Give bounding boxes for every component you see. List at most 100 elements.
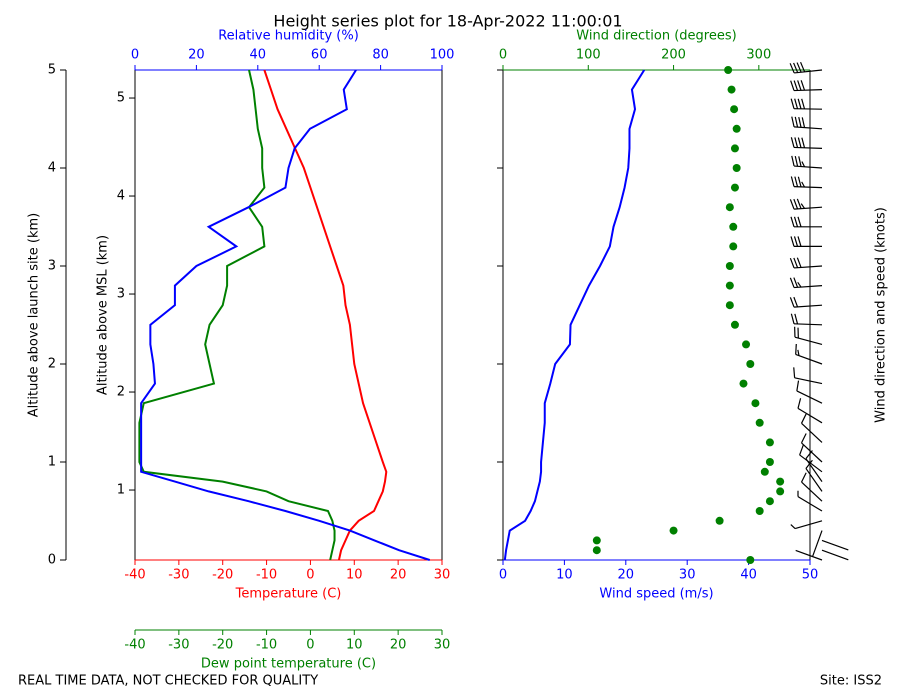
y2-axis-label: Altitude above MSL (km) bbox=[96, 235, 111, 395]
barb-feather bbox=[797, 236, 802, 247]
wind-barb bbox=[790, 236, 822, 247]
barb-feather bbox=[790, 236, 795, 247]
barb-feather bbox=[796, 257, 802, 268]
barb-staff bbox=[794, 304, 823, 308]
y-tick-label: 1 bbox=[48, 455, 56, 470]
barb-feather bbox=[793, 257, 799, 268]
barb-feather bbox=[793, 216, 799, 227]
barb-feather bbox=[797, 137, 802, 148]
barb-feather bbox=[794, 176, 799, 187]
x-tick-label: 300 bbox=[746, 48, 771, 63]
barb-staff bbox=[794, 126, 823, 130]
barb-feather bbox=[789, 63, 795, 74]
barb-feather bbox=[800, 61, 806, 73]
x-tick-label: -10 bbox=[256, 568, 277, 583]
barb-feather bbox=[797, 176, 802, 188]
barb-feather bbox=[798, 117, 802, 128]
barb-feather bbox=[800, 413, 807, 424]
barb-staff bbox=[811, 530, 823, 558]
barb-feather bbox=[793, 236, 799, 247]
x-tick-label: 100 bbox=[430, 48, 455, 63]
barb-feather bbox=[793, 367, 796, 378]
wind-barb bbox=[789, 61, 823, 74]
barb-staff bbox=[794, 206, 823, 210]
x-tick-label: 30 bbox=[434, 568, 451, 583]
wind-barb bbox=[791, 116, 823, 130]
barb-feather bbox=[794, 313, 799, 325]
wind-barb bbox=[797, 398, 823, 424]
wind-barb bbox=[790, 216, 822, 228]
barb-feather bbox=[789, 277, 795, 288]
x-tick-label: 0 bbox=[306, 568, 314, 583]
y-tick-label: 4 bbox=[48, 161, 56, 176]
profile-line bbox=[503, 69, 646, 561]
barb-staff bbox=[794, 265, 823, 269]
barb-feather bbox=[789, 199, 795, 210]
barb-feather bbox=[800, 433, 807, 444]
direction-marker bbox=[592, 546, 601, 555]
wind-barb bbox=[790, 80, 823, 92]
barb-staff bbox=[797, 496, 823, 512]
wind-barb bbox=[790, 520, 823, 530]
barb-axis-label: Wind direction and speed (knots) bbox=[874, 207, 889, 423]
barb-feather bbox=[796, 198, 802, 209]
direction-marker bbox=[765, 458, 774, 466]
barb-feather bbox=[797, 80, 802, 91]
x-tick-label: 0 bbox=[131, 48, 139, 63]
wind-barb bbox=[795, 343, 823, 365]
x-tick-label: 10 bbox=[346, 638, 363, 653]
y-tick-label: 2 bbox=[48, 357, 56, 372]
barb-staff bbox=[794, 520, 823, 530]
x-tick-label: 30 bbox=[434, 638, 451, 653]
barb-feather bbox=[800, 203, 806, 209]
direction-marker bbox=[739, 379, 748, 388]
barb-staff bbox=[801, 442, 823, 463]
barb-feather bbox=[790, 98, 795, 109]
barb-feather bbox=[791, 116, 795, 127]
barb-staff bbox=[794, 377, 823, 385]
direction-marker bbox=[732, 164, 741, 172]
wind-barb bbox=[800, 413, 823, 443]
x-tick-label: -20 bbox=[212, 638, 233, 653]
direction-marker bbox=[730, 320, 739, 329]
barb-feather bbox=[793, 277, 799, 288]
barb-feather bbox=[800, 472, 807, 483]
barb-staff bbox=[805, 468, 823, 492]
direction-marker bbox=[730, 105, 739, 114]
wind-barb bbox=[790, 176, 823, 189]
direction-marker bbox=[742, 340, 751, 349]
x-tick-label: -30 bbox=[168, 638, 189, 653]
barb-feather bbox=[801, 161, 806, 168]
x-tick-label: 50 bbox=[802, 568, 819, 583]
profile-line bbox=[263, 69, 388, 561]
barb-feather bbox=[797, 281, 802, 288]
x-tick-label: 20 bbox=[618, 568, 635, 583]
x-tick-label: 20 bbox=[188, 48, 205, 63]
direction-marker bbox=[746, 360, 755, 368]
wind-barb bbox=[790, 137, 823, 149]
direction-marker bbox=[724, 66, 733, 74]
direction-marker bbox=[725, 262, 734, 270]
barb-feather bbox=[790, 137, 795, 148]
barb-feather bbox=[794, 137, 799, 148]
chart-title: Height series plot for 18-Apr-2022 11:00… bbox=[273, 12, 622, 31]
barb-staff bbox=[795, 353, 823, 365]
direction-marker bbox=[725, 203, 734, 212]
barb-feather bbox=[793, 198, 799, 210]
barb-feather bbox=[791, 155, 795, 167]
direction-marker bbox=[755, 418, 764, 427]
x-axis-label: Dew point temperature (C) bbox=[201, 657, 376, 672]
direction-marker bbox=[592, 536, 601, 545]
barb-staff bbox=[801, 481, 823, 502]
barb-feather bbox=[795, 343, 797, 355]
wind-barb bbox=[821, 549, 849, 561]
y2-tick-label: 2 bbox=[117, 385, 125, 400]
x-tick-label: -40 bbox=[124, 568, 145, 583]
x-tick-label: 20 bbox=[390, 568, 407, 583]
wind-barb bbox=[805, 459, 823, 492]
direction-marker bbox=[776, 477, 785, 486]
direction-marker bbox=[732, 124, 741, 133]
x-tick-label: 40 bbox=[250, 48, 267, 63]
barb-feather bbox=[790, 524, 796, 529]
